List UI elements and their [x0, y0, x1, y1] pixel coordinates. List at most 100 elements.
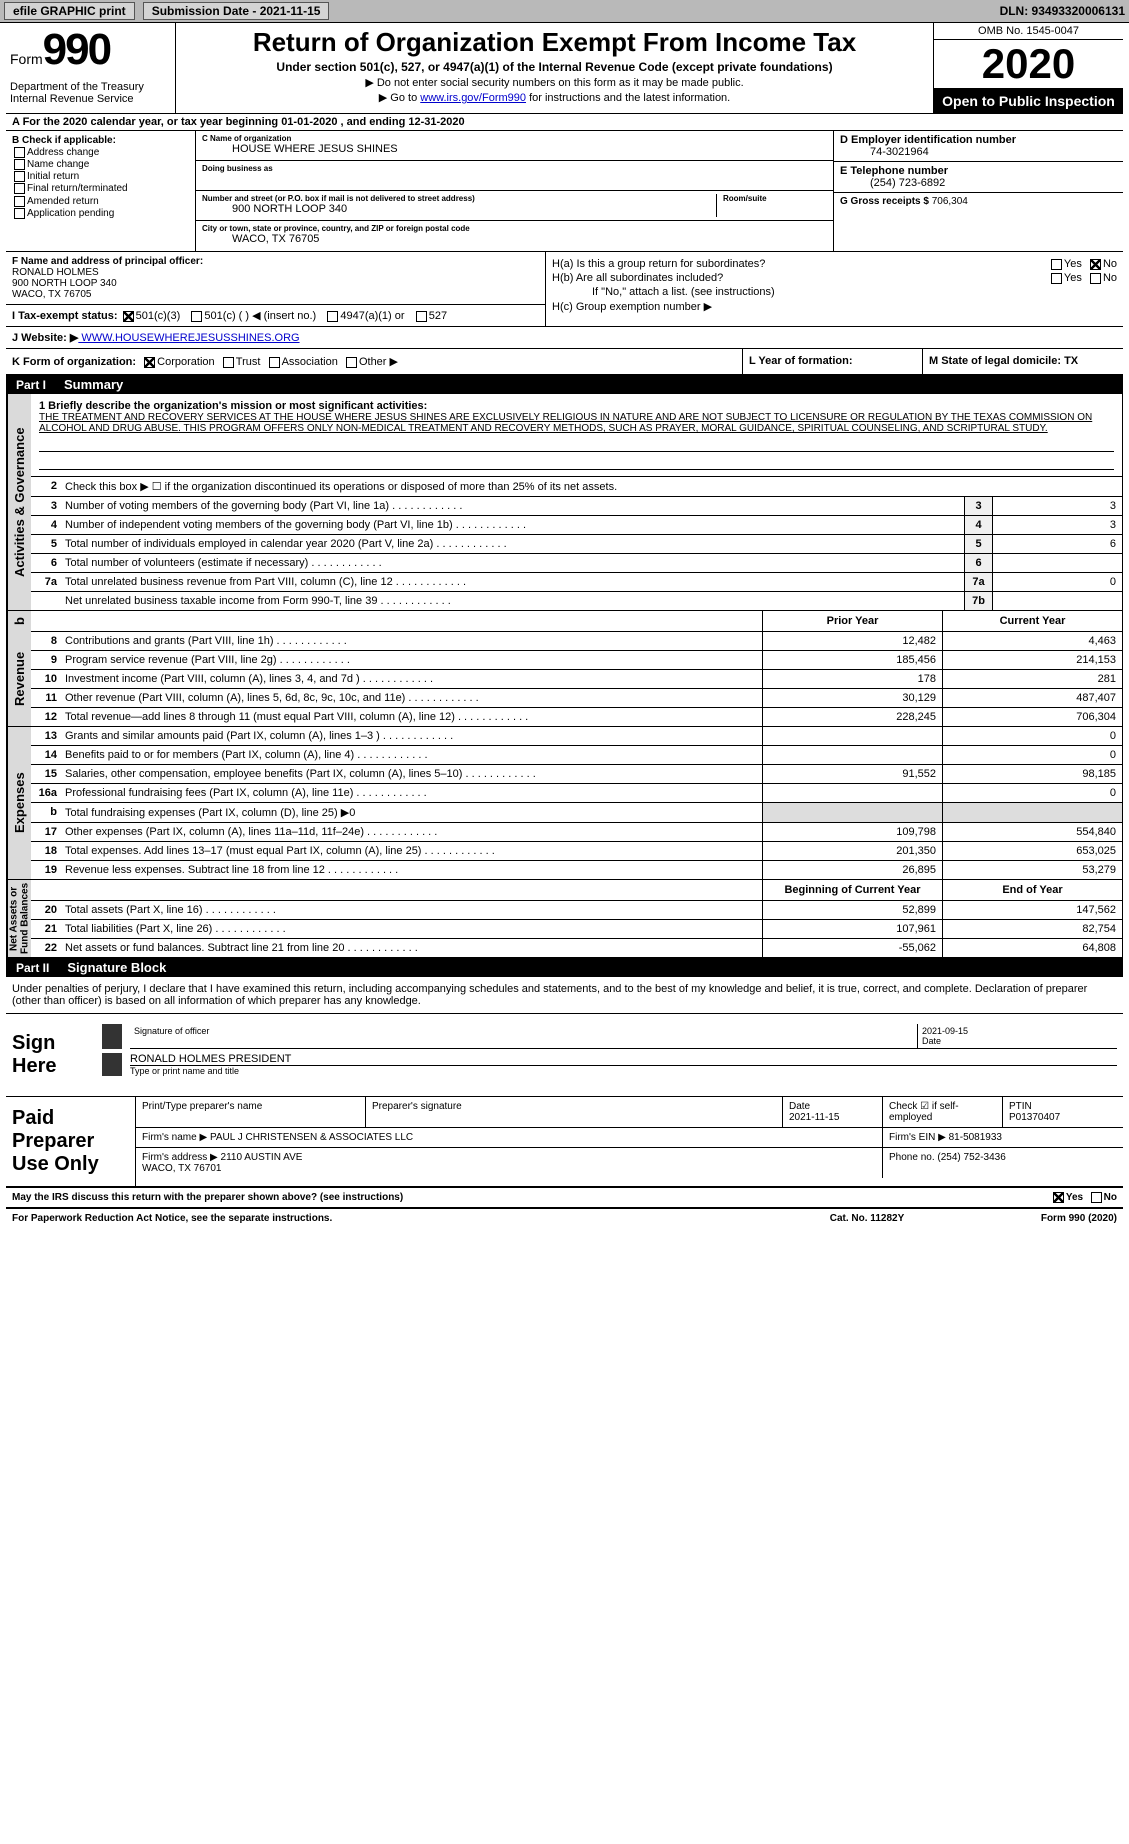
discuss-no[interactable] [1091, 1192, 1102, 1203]
paid-preparer-label: Paid Preparer Use Only [6, 1097, 136, 1186]
cb-527[interactable] [416, 311, 427, 322]
hb-no[interactable] [1090, 273, 1101, 284]
b-label: B Check if applicable: [12, 135, 189, 146]
street-value: 900 NORTH LOOP 340 [202, 203, 716, 215]
ptin-value: P01370407 [1009, 1112, 1060, 1123]
part-2-title: Signature Block [59, 958, 174, 977]
open-to-public: Open to Public Inspection [934, 89, 1123, 113]
row-a-tax-year: A For the 2020 calendar year, or tax yea… [6, 114, 1123, 131]
gov-line-3: 3Number of voting members of the governi… [31, 497, 1122, 516]
hdr-prior-year: Prior Year [762, 611, 942, 631]
cb-trust[interactable] [223, 357, 234, 368]
gov-line-7a: 7aTotal unrelated business revenue from … [31, 573, 1122, 592]
discuss-text: May the IRS discuss this return with the… [12, 1192, 1051, 1203]
exp-line-14: 14Benefits paid to or for members (Part … [31, 746, 1122, 765]
officer-name: RONALD HOLMES [12, 267, 539, 278]
phone-value: (254) 723-6892 [840, 177, 1117, 189]
net-line-22: 22Net assets or fund balances. Subtract … [31, 939, 1122, 957]
ha-yes[interactable] [1051, 259, 1062, 270]
hb-note: If "No," attach a list. (see instruction… [552, 286, 1117, 298]
part-2-header: Part II Signature Block [6, 958, 1123, 977]
exp-line-19: 19Revenue less expenses. Subtract line 1… [31, 861, 1122, 879]
sig-date: 2021-09-15 [922, 1026, 1113, 1036]
top-bar: efile GRAPHIC print Submission Date - 20… [0, 0, 1129, 23]
row-m-domicile: M State of legal domicile: TX [923, 349, 1123, 374]
gov-line-4: 4Number of independent voting members of… [31, 516, 1122, 535]
exp-line-13: 13Grants and similar amounts paid (Part … [31, 727, 1122, 746]
dln-label: DLN: 93493320006131 [1000, 4, 1125, 18]
part-1-num: Part I [6, 376, 56, 394]
side-tab-blank: b [7, 611, 31, 632]
form-number: Form990 [10, 25, 171, 75]
cb-final-return[interactable]: Final return/terminated [12, 183, 189, 194]
rev-line-10: 10Investment income (Part VIII, column (… [31, 670, 1122, 689]
d-ein-cell: D Employer identification number 74-3021… [834, 131, 1123, 162]
website-link[interactable]: WWW.HOUSEWHEREJESUSSHINES.ORG [78, 332, 299, 344]
part-2-num: Part II [6, 959, 59, 977]
form-note-2: ▶ Go to www.irs.gov/Form990 for instruct… [182, 91, 927, 104]
cb-4947[interactable] [327, 311, 338, 322]
cb-application-pending[interactable]: Application pending [12, 208, 189, 219]
street-label: Number and street (or P.O. box if mail i… [202, 194, 716, 203]
phone-label: E Telephone number [840, 165, 1117, 177]
section-b-checkboxes: B Check if applicable: Address change Na… [6, 131, 196, 251]
sig-officer-label: Signature of officer [130, 1024, 917, 1048]
cb-501c[interactable] [191, 311, 202, 322]
submission-date-btn[interactable]: Submission Date - 2021-11-15 [143, 2, 330, 20]
cb-amended-return[interactable]: Amended return [12, 196, 189, 207]
g-gross-cell: G Gross receipts $ 706,304 [834, 193, 1123, 223]
row-j-website: J Website: ▶ WWW.HOUSEWHEREJESUSSHINES.O… [6, 327, 1123, 349]
prep-date-label: Date [789, 1101, 810, 1112]
org-name: HOUSE WHERE JESUS SHINES [202, 143, 827, 155]
cb-other[interactable] [346, 357, 357, 368]
dba-label: Doing business as [202, 164, 827, 173]
c-org-name-cell: C Name of organization HOUSE WHERE JESUS… [196, 131, 833, 161]
firm-phone-label: Phone no. [889, 1152, 935, 1163]
prep-sig-label: Preparer's signature [366, 1097, 783, 1127]
cb-corporation[interactable] [144, 357, 155, 368]
hc-label: H(c) Group exemption number ▶ [552, 300, 1117, 313]
cb-address-change[interactable]: Address change [12, 147, 189, 158]
paperwork-notice: For Paperwork Reduction Act Notice, see … [12, 1213, 767, 1224]
ein-label: D Employer identification number [840, 134, 1117, 146]
room-label: Room/suite [723, 194, 827, 203]
cb-501c3[interactable] [123, 311, 134, 322]
c-city-cell: City or town, state or province, country… [196, 221, 833, 251]
mission-label: 1 Briefly describe the organization's mi… [39, 400, 1114, 412]
cb-initial-return[interactable]: Initial return [12, 171, 189, 182]
hb-label: H(b) Are all subordinates included? [552, 272, 723, 284]
exp-line-b: bTotal fundraising expenses (Part IX, co… [31, 803, 1122, 823]
f-officer-cell: F Name and address of principal officer:… [6, 252, 546, 326]
prep-date: 2021-11-15 [789, 1112, 839, 1123]
cb-name-change[interactable]: Name change [12, 159, 189, 170]
officer-city: WACO, TX 76705 [12, 289, 539, 300]
gross-label: G Gross receipts $ [840, 196, 929, 207]
form-note-1: ▶ Do not enter social security numbers o… [182, 76, 927, 89]
ha-label: H(a) Is this a group return for subordin… [552, 258, 765, 270]
firm-ein-label: Firm's EIN ▶ [889, 1132, 946, 1143]
firm-addr-label: Firm's address ▶ [142, 1152, 218, 1163]
hdr-end-year: End of Year [942, 880, 1122, 900]
ein-value: 74-3021964 [840, 146, 1117, 158]
cb-association[interactable] [269, 357, 280, 368]
penalty-statement: Under penalties of perjury, I declare th… [6, 977, 1123, 1014]
ha-no[interactable] [1090, 259, 1101, 270]
line-2: Check this box ▶ ☐ if the organization d… [61, 477, 1122, 496]
sign-here-label: Sign Here [6, 1014, 96, 1096]
hb-yes[interactable] [1051, 273, 1062, 284]
discuss-yes[interactable] [1053, 1192, 1064, 1203]
officer-name-label: Type or print name and title [130, 1066, 1117, 1076]
self-emp-cell: Check ☑ if self-employed [883, 1097, 1003, 1127]
mission-text: THE TREATMENT AND RECOVERY SERVICES AT T… [39, 412, 1114, 434]
net-line-20: 20Total assets (Part X, line 16)52,89914… [31, 901, 1122, 920]
c-dba-cell: Doing business as [196, 161, 833, 191]
discuss-row: May the IRS discuss this return with the… [6, 1188, 1123, 1207]
form990-link[interactable]: www.irs.gov/Form990 [420, 92, 526, 104]
officer-label: F Name and address of principal officer: [12, 256, 539, 267]
form-990-page: Form990 Department of the Treasury Inter… [0, 23, 1129, 1228]
efile-print-btn[interactable]: efile GRAPHIC print [4, 2, 135, 20]
row-k-form-org: K Form of organization: Corporation Trus… [6, 349, 743, 374]
form-header: Form990 Department of the Treasury Inter… [6, 23, 1123, 114]
firm-name: PAUL J CHRISTENSEN & ASSOCIATES LLC [210, 1132, 413, 1143]
date-label: Date [922, 1036, 1113, 1046]
